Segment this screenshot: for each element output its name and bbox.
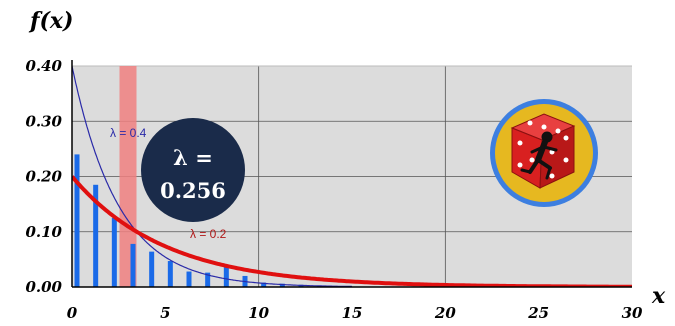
x-tick-label: 15: [342, 304, 363, 322]
x-tick-label: 30: [622, 304, 643, 322]
bubble-line-2: 0.256: [160, 178, 226, 203]
y-axis-title: f(x): [28, 8, 73, 34]
x-tick-label: 25: [527, 304, 549, 322]
x-tick-label: 5: [160, 304, 170, 322]
x-axis-title: x: [651, 283, 666, 309]
bar: [205, 272, 211, 287]
bar: [261, 282, 267, 287]
x-tick-labels: 0 5 10 15 20 25 30: [67, 304, 643, 322]
bubble-line-1: λ =: [173, 145, 213, 170]
curve-lambda-0.4: [72, 66, 353, 287]
bar: [93, 184, 99, 287]
y-tick-labels: 0.00 0.10 0.20 0.30 0.40: [25, 57, 62, 296]
highlight-band: [119, 66, 137, 287]
y-tick-label: 0.40: [25, 57, 62, 75]
x-tick-label: 10: [248, 304, 269, 322]
x-tick-label: 20: [434, 304, 456, 322]
lambda-annotation-bubble: λ = 0.256: [141, 118, 245, 222]
bar: [186, 271, 192, 287]
x-tick-label: 0: [67, 304, 78, 322]
running-dice-icon: [490, 99, 598, 207]
curve-label-lambda-0.4: λ = 0.4: [110, 126, 147, 140]
bar: [74, 154, 80, 287]
bar: [167, 261, 173, 287]
bar: [130, 243, 136, 287]
y-tick-label: 0.30: [25, 112, 62, 130]
bar: [149, 251, 155, 287]
bar: [111, 217, 117, 287]
y-tick-label: 0.00: [25, 278, 62, 296]
bar: [279, 283, 285, 287]
y-tick-label: 0.20: [25, 168, 62, 186]
y-tick-label: 0.10: [25, 223, 62, 241]
curve-label-lambda-0.2: λ = 0.2: [190, 227, 227, 241]
bar: [223, 267, 229, 287]
